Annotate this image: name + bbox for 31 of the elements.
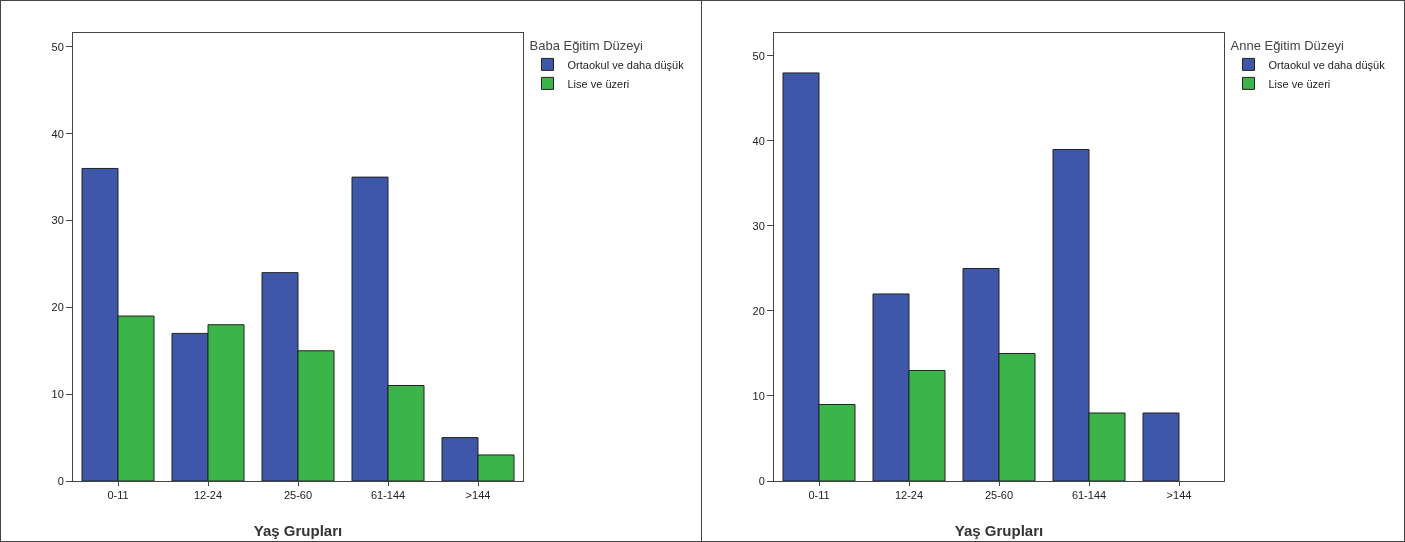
x-tick-label: >144: [465, 489, 491, 502]
legend-label: Lise ve üzeri: [567, 77, 630, 90]
x-tick-label: 61-144: [370, 489, 406, 502]
legend-label: Lise ve üzeri: [1268, 77, 1331, 90]
x-tick-label: 12-24: [894, 489, 924, 502]
x-tick-label: >144: [1166, 489, 1192, 502]
x-tick-label: 12-24: [193, 489, 223, 502]
x-tick-label: 61-144: [1071, 489, 1107, 502]
y-tick-label: 50: [51, 40, 64, 53]
x-tick-label: 0-11: [107, 489, 129, 502]
x-axis-title: Yaş Grupları: [954, 522, 1044, 539]
y-tick-label: 20: [752, 304, 765, 317]
x-axis-title: Yaş Grupları: [253, 522, 343, 539]
y-tick-label: 0: [57, 474, 64, 487]
y-tick-label: 30: [51, 214, 64, 227]
x-tick-label: 0-11: [808, 489, 830, 502]
y-tick-label: 10: [752, 389, 765, 402]
legend-label: Ortaokul ve daha düşük: [1268, 58, 1386, 71]
y-tick-label: 0: [758, 474, 765, 487]
legend-title: Anne Eğitim Düzeyi: [1230, 37, 1345, 53]
y-tick-label: 10: [51, 388, 64, 401]
y-tick-label: 40: [752, 134, 765, 147]
x-tick-label: 25-60: [984, 489, 1014, 502]
legend-title: Baba Eğitim Düzeyi: [529, 37, 644, 53]
y-tick-label: 40: [51, 127, 64, 140]
y-tick-label: 20: [51, 301, 64, 314]
x-tick-label: 25-60: [283, 489, 313, 502]
legend-label: Ortaokul ve daha düşük: [567, 58, 685, 71]
y-tick-label: 50: [752, 49, 765, 62]
y-tick-label: 30: [752, 219, 765, 232]
bar: [1142, 412, 1180, 481]
